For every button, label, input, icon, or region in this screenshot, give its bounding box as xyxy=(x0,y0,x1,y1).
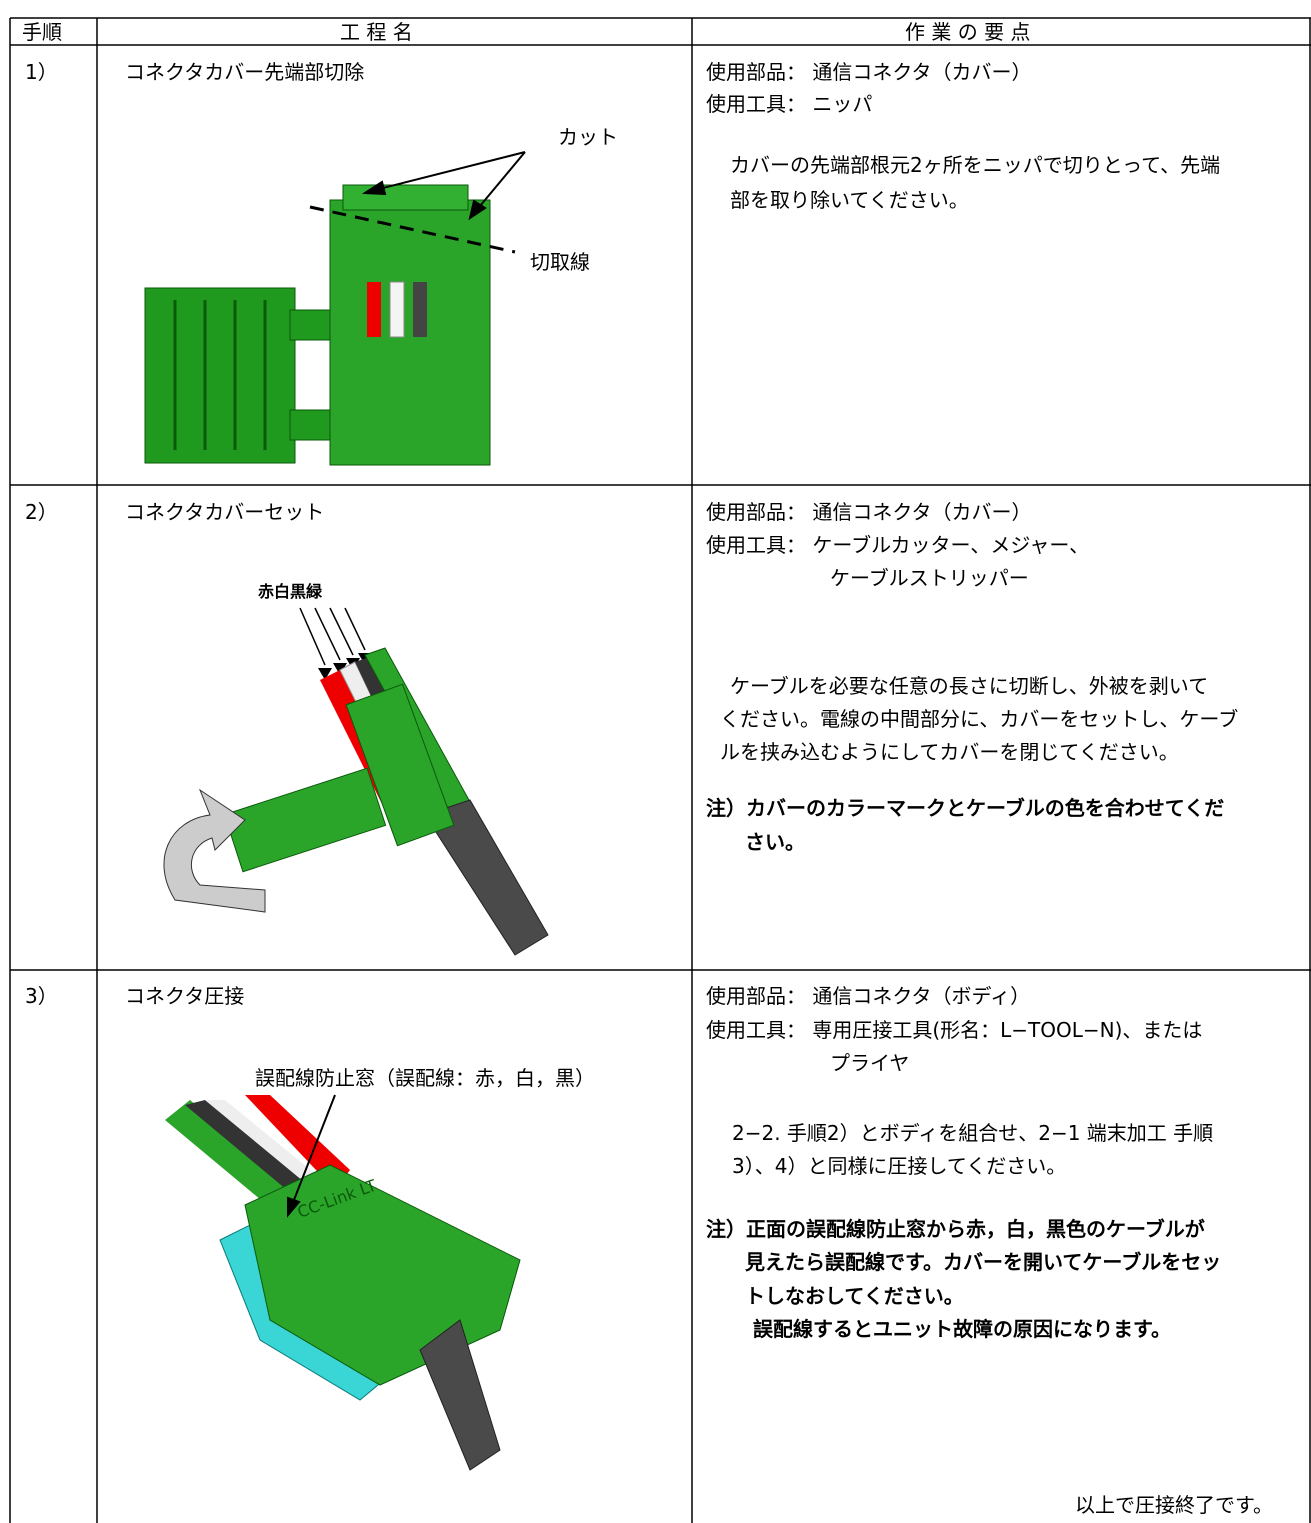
figure-label: 誤配線防止窓（誤配線：赤，白，黒） xyxy=(255,1066,595,1090)
note: 注）正面の誤配線防止窓から赤，白，黒色のケーブルが xyxy=(706,1217,1205,1241)
figure-cover-cut xyxy=(144,151,526,466)
instruction: ケーブルを必要な任意の長さに切断し、外被を剥いて xyxy=(730,674,1209,698)
header-cell: 工 程 名 xyxy=(340,20,413,44)
figure-label: 赤白黒緑 xyxy=(258,582,323,601)
step: 2） xyxy=(25,500,58,524)
instruction: カバーの先端部根元2ヶ所をニッパで切りとって、先端 xyxy=(730,153,1221,177)
step: 1） xyxy=(25,60,58,84)
tools: 使用工具： ケーブルカッター、メジャー、 xyxy=(706,533,1090,557)
tools: 使用工具： 専用圧接工具(形名：L−TOOL−N)、または xyxy=(706,1018,1203,1042)
instruction: 2−2. 手順2）とボディを組合せ、2−1 端末加工 手順 xyxy=(732,1121,1214,1145)
step: 3） xyxy=(25,984,58,1008)
tools: ケーブルストリッパー xyxy=(830,566,1029,590)
note: トしなおしてください。 xyxy=(745,1284,964,1308)
figure-label: カット xyxy=(558,125,618,149)
header-cell: 手順 xyxy=(22,20,62,44)
parts: 使用部品： 通信コネクタ（カバー） xyxy=(706,500,1032,524)
tools: 使用工具： ニッパ xyxy=(706,92,873,116)
parts: 使用部品： 通信コネクタ（カバー） xyxy=(706,60,1032,84)
process-name: コネクタ圧接 xyxy=(125,984,245,1008)
header-cell: 作 業 の 要 点 xyxy=(905,20,1031,44)
note: 注）カバーのカラーマークとケーブルの色を合わせてくだ xyxy=(706,796,1225,820)
instruction: ください。電線の中間部分に、カバーをセットし、ケーブ xyxy=(720,707,1239,731)
note: さい。 xyxy=(745,830,805,854)
figure-crimp: CC-Link LT xyxy=(165,1094,521,1471)
note: 誤配線するとユニット故障の原因になります。 xyxy=(753,1317,1171,1341)
tools: プライヤ xyxy=(830,1051,910,1075)
figure-label: 切取線 xyxy=(530,250,590,274)
parts: 使用部品： 通信コネクタ（ボディ） xyxy=(706,984,1031,1008)
instruction: 部を取り除いてください。 xyxy=(730,188,969,212)
closing: 以上で圧接終了です。 xyxy=(1075,1493,1273,1517)
figure-cover-set xyxy=(163,607,549,956)
note: 見えたら誤配線です。カバーを開いてケーブルをセッ xyxy=(745,1250,1222,1274)
process-name: コネクタカバーセット xyxy=(125,500,325,524)
instruction: 3）、4）と同様に圧接してください。 xyxy=(732,1154,1067,1178)
instruction: ルを挟み込むようにしてカバーを閉じてください。 xyxy=(720,740,1179,764)
process-name: コネクタカバー先端部切除 xyxy=(125,60,365,84)
